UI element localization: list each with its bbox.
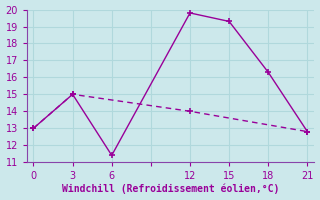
X-axis label: Windchill (Refroidissement éolien,°C): Windchill (Refroidissement éolien,°C) bbox=[62, 184, 279, 194]
